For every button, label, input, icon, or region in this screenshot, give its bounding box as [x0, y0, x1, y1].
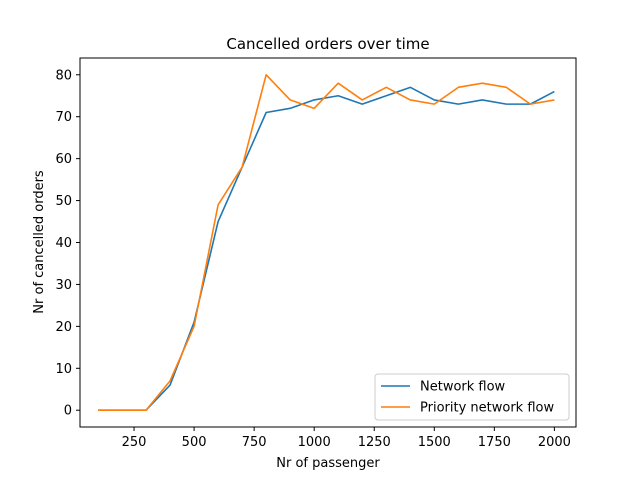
legend-label: Priority network flow	[420, 401, 554, 416]
legend-box	[374, 373, 570, 421]
y-tick-label: 50	[55, 194, 72, 209]
x-tick-label: 1500	[418, 435, 451, 450]
series-line-priority-network-flow	[98, 73, 555, 412]
y-tick-label: 60	[55, 152, 72, 167]
x-tick-label: 1000	[298, 435, 331, 450]
y-tick-label: 0	[64, 404, 72, 419]
plot-frame	[79, 57, 577, 428]
y-tick-label: 70	[55, 110, 72, 125]
y-axis-label: Nr of cancelled orders	[32, 170, 47, 314]
y-tick-label: 80	[55, 68, 72, 83]
x-tick-label: 250	[122, 435, 147, 450]
y-tick-label: 10	[55, 362, 72, 377]
x-tick-label: 2000	[538, 435, 571, 450]
y-tick-label: 20	[55, 320, 72, 335]
x-tick-label: 1750	[478, 435, 511, 450]
legend: Network flow Priority network flow	[374, 373, 570, 421]
y-tick-label: 40	[55, 236, 72, 251]
legend-label: Network flow	[420, 380, 506, 395]
chart-title: Cancelled orders over time	[226, 35, 429, 53]
y-axis: 0 10 20 30 40 50 60 70 80	[55, 68, 80, 419]
x-tick-label: 500	[182, 435, 207, 450]
x-axis-label: Nr of passenger	[276, 456, 380, 471]
x-tick-label: 750	[242, 435, 267, 450]
series-lines	[98, 73, 555, 412]
series-line-network-flow	[98, 86, 555, 412]
plot-area	[79, 57, 577, 428]
x-axis: 250 500 750 1000 1250 1500 1750 2000	[122, 427, 571, 450]
x-tick-label: 1250	[358, 435, 391, 450]
y-tick-label: 30	[55, 278, 72, 293]
